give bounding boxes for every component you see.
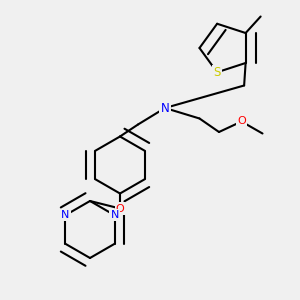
Text: O: O [237, 116, 246, 127]
Text: S: S [213, 66, 221, 79]
Text: N: N [110, 210, 119, 220]
Text: O: O [116, 203, 124, 214]
Text: N: N [160, 101, 169, 115]
Text: N: N [61, 210, 70, 220]
